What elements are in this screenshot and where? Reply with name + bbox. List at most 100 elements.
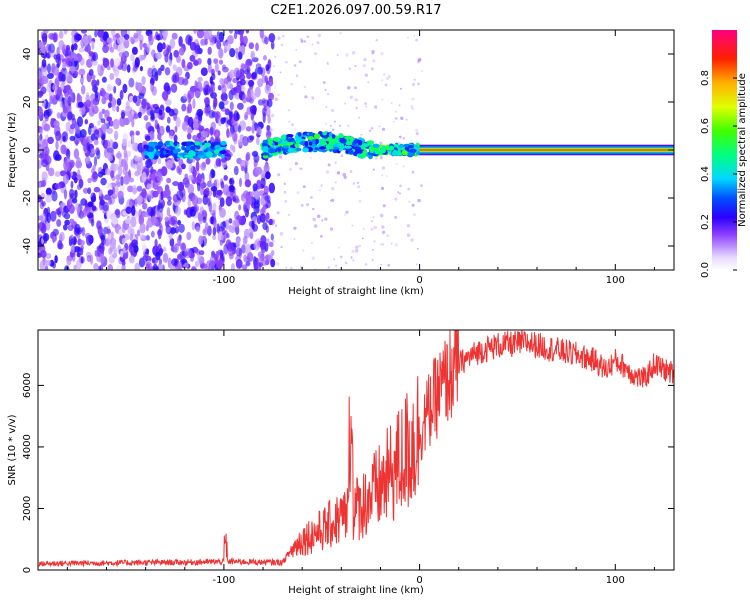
signal-band-early: [167, 150, 173, 156]
spectrogram-faint-dot: [321, 219, 324, 222]
signal-band-mid: [304, 140, 309, 147]
spectrogram-speckle: [177, 235, 182, 247]
spectrogram-speckle: [79, 247, 84, 256]
spectrogram-faint-dot: [290, 266, 293, 270]
spectrogram-faint-dot: [367, 81, 370, 84]
spectrogram-speckle: [65, 47, 71, 57]
spectrogram-speckle: [42, 35, 48, 46]
spectrogram-faint-dot: [333, 120, 336, 123]
spectrogram-faint-dot: [411, 97, 415, 101]
spectrogram-speckle: [107, 232, 111, 243]
spectrogram-speckle: [90, 168, 95, 174]
spectrogram-speckle: [63, 30, 68, 35]
spectrogram-speckle: [55, 130, 62, 142]
spectrogram-faint-dot: [356, 181, 360, 185]
spectrogram-faint-dot: [324, 88, 327, 91]
spectrogram-speckle: [210, 216, 214, 225]
spectrogram-faint-dot: [413, 35, 416, 37]
spectrogram-speckle: [244, 171, 250, 182]
spectrogram-speckle: [181, 121, 188, 131]
spectrogram-speckle: [195, 160, 200, 172]
spectrogram-speckle: [136, 164, 142, 175]
spectrogram-faint-dot: [285, 266, 288, 269]
spectrogram-speckle: [88, 69, 94, 76]
spectrogram-faint-dot: [329, 199, 332, 202]
spectrogram-speckle: [232, 131, 238, 142]
spectrogram-speckle: [145, 235, 150, 241]
spectrogram-speckle: [128, 113, 134, 121]
spectrogram-speckle: [157, 132, 162, 141]
spectrogram-speckle: [253, 154, 260, 163]
spectrogram-speckle: [64, 156, 71, 168]
spectrogram-faint-dot: [300, 167, 303, 171]
spectrogram-speckle: [135, 82, 143, 92]
signal-band-mid: [263, 151, 269, 156]
spectrogram-faint-dot: [354, 86, 357, 90]
spectrogram-speckle: [255, 137, 260, 146]
spectrogram-faint-dot: [317, 33, 321, 38]
spectrogram-faint-dot: [298, 60, 302, 64]
spectrogram-speckle: [118, 165, 123, 177]
spectrogram-speckle: [216, 31, 220, 37]
spectrogram-speckle: [145, 121, 152, 131]
spectrogram-speckle: [146, 183, 152, 190]
spectrogram-speckle: [106, 228, 111, 235]
signal-band-late: [380, 147, 386, 154]
spectrogram-speckle: [213, 58, 219, 64]
spectrogram-faint-dot: [372, 248, 374, 251]
spectrogram-speckle: [99, 199, 104, 211]
spectrogram-speckle: [139, 234, 145, 240]
spectrogram-faint-dot: [325, 106, 328, 108]
spectrogram-speckle: [270, 40, 275, 50]
spectrogram-speckle: [175, 117, 181, 128]
spectrogram-speckle: [209, 255, 216, 266]
spectrogram-faint-dot: [370, 67, 374, 71]
spectrogram-speckle: [139, 222, 146, 234]
spectrogram-speckle: [169, 227, 177, 234]
spectrogram-faint-dot: [320, 235, 323, 238]
spectrogram-speckle: [138, 54, 145, 62]
spectrogram-speckle: [187, 61, 193, 70]
spectrogram-faint-dot: [352, 182, 356, 185]
spectrogram-speckle: [167, 257, 172, 269]
spectrogram-speckle: [69, 161, 75, 169]
spectrogram-speckle: [93, 186, 101, 193]
signal-band-late: [372, 143, 380, 148]
spectrogram-speckle: [121, 51, 125, 61]
spectrogram-speckle: [167, 45, 172, 53]
spectrogram-faint-dot: [379, 156, 383, 160]
spectrogram-faint-dot: [266, 76, 269, 78]
spectrogram-speckle: [100, 177, 107, 186]
spectrogram-speckle: [122, 138, 128, 147]
spectrogram-faint-dot: [379, 213, 384, 218]
spectrogram-faint-dot: [299, 145, 302, 148]
spectrogram-speckle: [233, 67, 241, 79]
spectrogram-faint-dot: [316, 214, 321, 219]
spectrogram-faint-dot: [370, 127, 374, 130]
spectrogram-speckle: [59, 101, 64, 108]
spectrogram-faint-dot: [344, 102, 347, 105]
spectrogram-speckle: [244, 115, 248, 121]
spectrogram-speckle: [168, 108, 175, 117]
spectrogram-speckle: [257, 99, 264, 106]
spectrogram-speckle: [52, 65, 59, 76]
snr-y-tick-label: 0: [22, 567, 33, 573]
spectrogram-speckle: [148, 33, 152, 42]
spectrogram-speckle: [80, 256, 84, 264]
spectrogram-speckle: [94, 30, 98, 38]
spectrogram-faint-dot: [381, 98, 384, 101]
spectrogram-speckle: [245, 62, 250, 68]
spectrogram-panel: -100 0 100 -40 -20 0 20 40 Height of straight …: [7, 29, 675, 297]
spectrogram-speckle: [141, 211, 149, 218]
spectrogram-speckle: [62, 174, 70, 185]
signal-band-mid: [262, 146, 269, 151]
spectrogram-speckle: [242, 190, 250, 199]
spectrogram-y-tick-label: 40: [22, 48, 33, 61]
spectrogram-speckle: [192, 98, 196, 109]
spectrogram-speckle: [187, 116, 194, 127]
spectrogram-faint-dot: [365, 105, 368, 108]
spectrogram-speckle: [128, 177, 135, 183]
spectrogram-faint-dot: [280, 43, 284, 47]
spectrogram-speckle: [235, 84, 242, 94]
